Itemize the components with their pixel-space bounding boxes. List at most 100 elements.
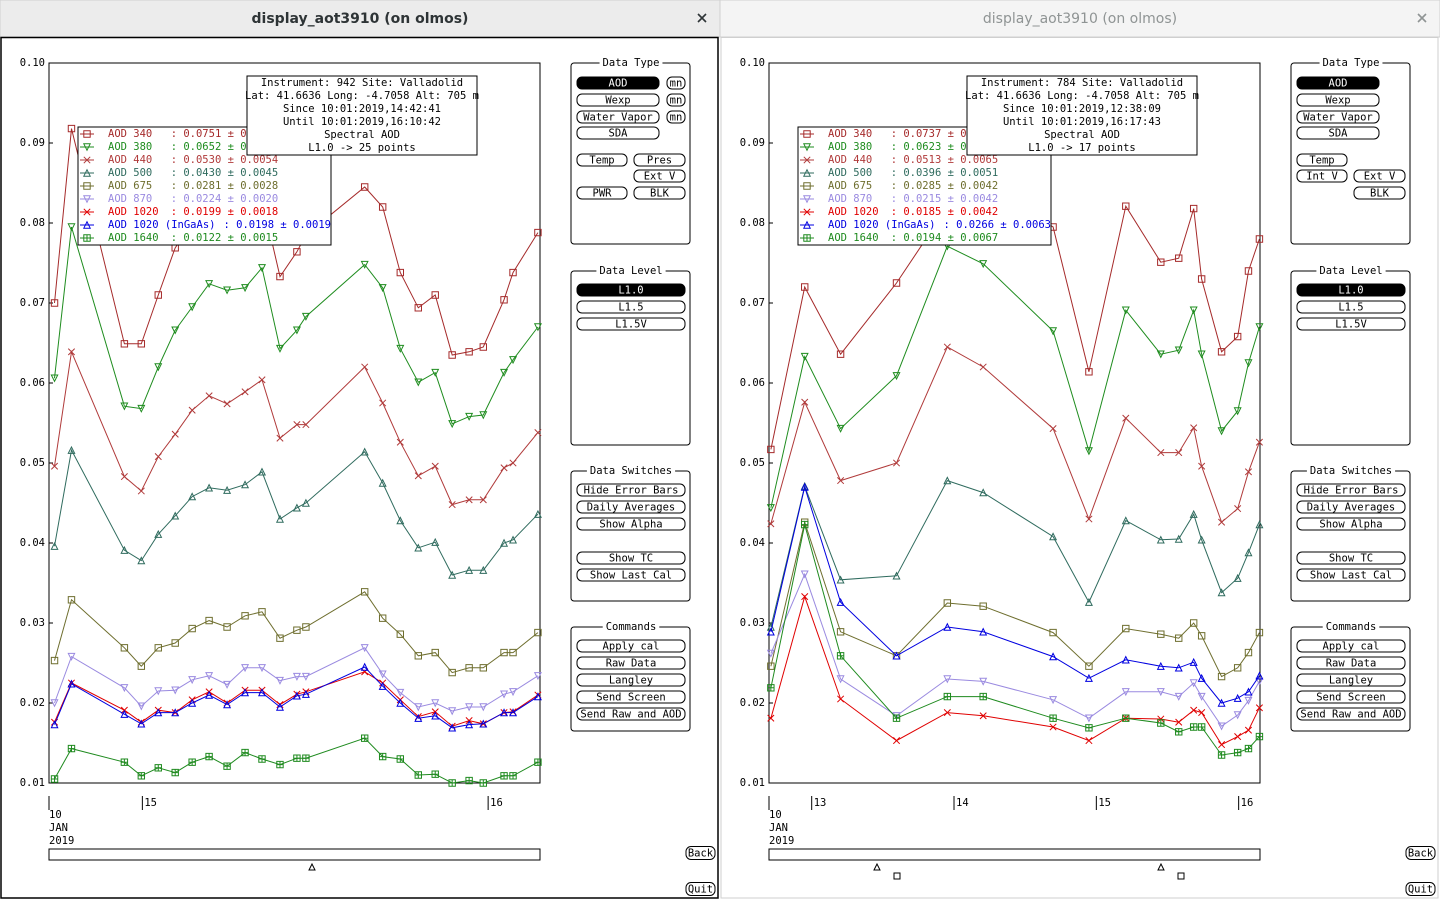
button-label[interactable]: Pres [647, 155, 672, 167]
button[interactable]: Send Screen [576, 690, 686, 704]
button-frame[interactable] [576, 568, 686, 582]
button[interactable]: Raw Data [576, 656, 686, 670]
button[interactable]: Show Last Cal [576, 568, 686, 582]
button-label[interactable]: BLK [650, 188, 670, 200]
button-frame[interactable] [1296, 283, 1406, 297]
button-frame[interactable] [1353, 186, 1406, 200]
button-frame[interactable] [666, 110, 686, 124]
button-label[interactable]: mn [670, 112, 683, 124]
button-label[interactable]: Send Raw and AOD [580, 709, 681, 721]
close-button[interactable] [1417, 13, 1427, 23]
button[interactable]: mn [666, 110, 686, 124]
button-frame[interactable] [1296, 639, 1406, 653]
button-frame[interactable] [576, 639, 686, 653]
button[interactable]: Apply cal [1296, 639, 1406, 653]
button[interactable]: BLK [1353, 186, 1406, 200]
button-frame[interactable] [1296, 169, 1348, 183]
button-label[interactable]: AOD [1329, 78, 1348, 90]
button[interactable]: Show TC [576, 551, 686, 565]
button-frame[interactable] [1296, 690, 1406, 704]
button-frame[interactable] [1405, 846, 1436, 860]
quit-button[interactable]: Quit [1405, 882, 1436, 896]
button[interactable]: AOD [1296, 76, 1380, 90]
button[interactable]: Water Vapor [1296, 110, 1380, 124]
button-label[interactable]: Temp [1309, 155, 1334, 167]
button-frame[interactable] [576, 93, 660, 107]
button-frame[interactable] [1296, 317, 1406, 331]
button[interactable]: Pres [633, 153, 686, 167]
button[interactable]: L1.5V [1296, 317, 1406, 331]
button-label[interactable]: Send Screen [596, 692, 666, 704]
button-frame[interactable] [1296, 707, 1406, 721]
close-icon[interactable] [697, 13, 707, 23]
button[interactable]: Ext V [1353, 169, 1406, 183]
button-frame[interactable] [576, 707, 686, 721]
button[interactable]: Send Raw and AOD [1296, 707, 1406, 721]
button-frame[interactable] [576, 317, 686, 331]
button-label[interactable]: Raw Data [606, 658, 657, 670]
button-label[interactable]: Wexp [605, 95, 630, 107]
button-frame[interactable] [576, 153, 628, 167]
button-frame[interactable] [576, 517, 686, 531]
button[interactable]: Langley [1296, 673, 1406, 687]
button[interactable]: SDA [576, 126, 660, 140]
button-label[interactable]: Show Alpha [599, 519, 662, 531]
button-frame[interactable] [576, 126, 660, 140]
button[interactable]: Apply cal [576, 639, 686, 653]
button-label[interactable]: Ext V [644, 171, 676, 183]
button-label[interactable]: L1.5V [1335, 319, 1367, 331]
button[interactable]: L1.0 [576, 283, 686, 297]
button-label[interactable]: Apply cal [1323, 641, 1380, 653]
button-frame[interactable] [633, 186, 686, 200]
button-label[interactable]: Back [1408, 848, 1434, 860]
button[interactable]: Show Alpha [1296, 517, 1406, 531]
button-label[interactable]: Daily Averages [587, 502, 676, 514]
button[interactable]: L1.5V [576, 317, 686, 331]
button[interactable]: Ext V [633, 169, 686, 183]
button[interactable]: Hide Error Bars [576, 483, 686, 497]
button-label[interactable]: Water Vapor [583, 112, 653, 124]
button-label[interactable]: mn [670, 95, 683, 107]
scroll-bar[interactable] [768, 848, 1261, 861]
button[interactable]: PWR [576, 186, 628, 200]
close-button[interactable] [697, 13, 707, 23]
button-label[interactable]: L1.0 [618, 285, 643, 297]
button-frame[interactable] [1296, 568, 1406, 582]
button-label[interactable]: Ext V [1364, 171, 1396, 183]
button-frame[interactable] [685, 882, 716, 896]
button[interactable]: BLK [633, 186, 686, 200]
quit-button[interactable]: Quit [685, 882, 716, 896]
button-frame[interactable] [576, 110, 660, 124]
scroll-bar[interactable] [48, 848, 541, 861]
button-label[interactable]: Int V [1306, 171, 1338, 183]
button[interactable]: Water Vapor [576, 110, 660, 124]
button-frame[interactable] [1296, 153, 1348, 167]
button-frame[interactable] [1296, 673, 1406, 687]
button[interactable]: Send Screen [1296, 690, 1406, 704]
button-label[interactable]: Langley [609, 675, 653, 687]
button-label[interactable]: Daily Averages [1307, 502, 1396, 514]
button[interactable]: L1.5 [1296, 300, 1406, 314]
button-label[interactable]: PWR [593, 188, 613, 200]
button-frame[interactable] [1296, 110, 1380, 124]
button[interactable]: mn [666, 93, 686, 107]
button-frame[interactable] [576, 483, 686, 497]
button[interactable]: Show TC [1296, 551, 1406, 565]
button-label[interactable]: Send Raw and AOD [1300, 709, 1401, 721]
button-label[interactable]: Back [688, 848, 714, 860]
button-frame[interactable] [1296, 551, 1406, 565]
button-frame[interactable] [576, 500, 686, 514]
button-frame[interactable] [666, 76, 686, 90]
button-label[interactable]: Langley [1329, 675, 1373, 687]
button-label[interactable]: Raw Data [1326, 658, 1377, 670]
button[interactable]: Wexp [1296, 93, 1380, 107]
button[interactable]: Langley [576, 673, 686, 687]
button-label[interactable]: L1.5 [618, 302, 643, 314]
button-label[interactable]: Show TC [1329, 553, 1373, 565]
button[interactable]: Daily Averages [576, 500, 686, 514]
button[interactable]: Send Raw and AOD [576, 707, 686, 721]
button-frame[interactable] [576, 690, 686, 704]
button[interactable]: Raw Data [1296, 656, 1406, 670]
button-frame[interactable] [1353, 169, 1406, 183]
button[interactable]: Int V [1296, 169, 1348, 183]
